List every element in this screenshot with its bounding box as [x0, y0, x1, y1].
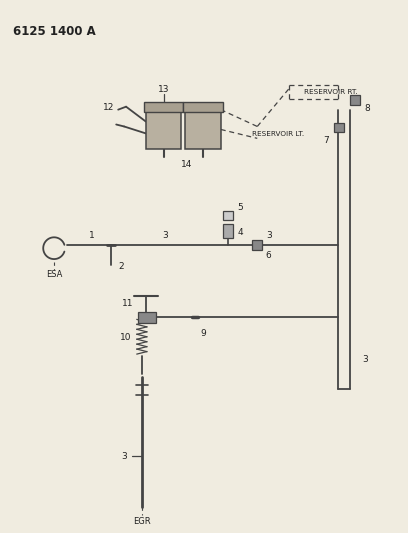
- Text: 5: 5: [237, 203, 243, 212]
- Text: 12: 12: [103, 103, 114, 112]
- Text: RESERVOIR RT.: RESERVOIR RT.: [304, 89, 357, 95]
- Text: 6125 1400 A: 6125 1400 A: [13, 25, 95, 37]
- Text: EGR: EGR: [133, 517, 151, 526]
- Text: 2: 2: [118, 262, 124, 271]
- Text: 3: 3: [362, 354, 368, 364]
- Text: RESERVOIR LT.: RESERVOIR LT.: [252, 132, 304, 138]
- Text: 4: 4: [237, 228, 243, 237]
- Text: 9: 9: [200, 329, 206, 338]
- Text: 3: 3: [121, 451, 127, 461]
- Bar: [223, 224, 233, 238]
- Text: ESA: ESA: [46, 270, 62, 279]
- Bar: [350, 95, 360, 104]
- Text: 1: 1: [89, 231, 94, 240]
- Bar: [138, 311, 156, 324]
- Bar: [146, 108, 181, 149]
- Text: 10: 10: [120, 333, 132, 342]
- Text: 3: 3: [266, 231, 272, 240]
- Text: 11: 11: [122, 299, 134, 308]
- Text: 6: 6: [265, 251, 271, 260]
- Text: 7: 7: [324, 136, 329, 145]
- Bar: [185, 108, 221, 149]
- Bar: [252, 240, 262, 250]
- Bar: [183, 102, 223, 111]
- Text: 3: 3: [163, 231, 169, 240]
- Bar: [223, 211, 233, 221]
- Text: 13: 13: [158, 85, 169, 94]
- Text: 8: 8: [365, 104, 370, 113]
- Bar: [334, 123, 344, 132]
- Bar: [144, 102, 183, 111]
- Text: 14: 14: [181, 159, 192, 168]
